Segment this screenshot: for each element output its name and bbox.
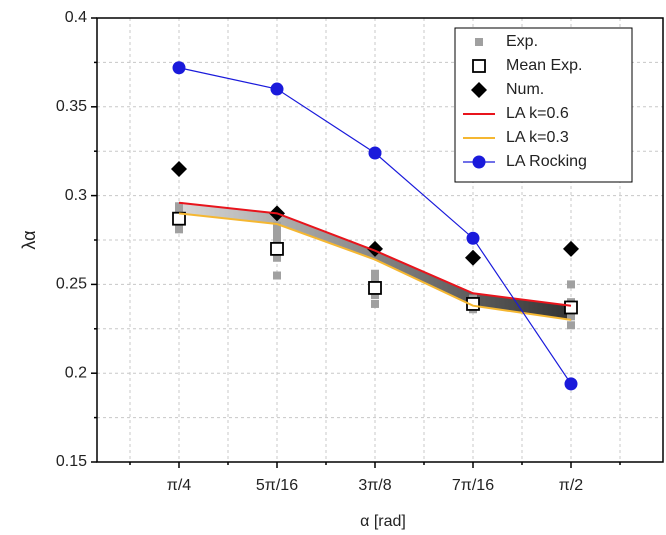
- rocking-point: [564, 377, 578, 391]
- legend-label: Mean Exp.: [506, 57, 582, 74]
- mean-point: [472, 59, 486, 73]
- num-point: [465, 249, 481, 266]
- num-point: [171, 160, 187, 177]
- x-tick-label: 3π/8: [358, 477, 391, 494]
- legend-label: LA k=0.3: [506, 129, 569, 146]
- exp-point: [175, 202, 183, 211]
- exp-point: [273, 253, 281, 262]
- legend-label: LA Rocking: [506, 153, 587, 170]
- legend: Exp. Mean Exp. Num. LA k=0.6 LA k=0.3 LA Rock…: [454, 27, 633, 183]
- rocking-point: [472, 155, 486, 169]
- num-point: [563, 240, 579, 257]
- exp-point: [273, 236, 281, 244]
- y-tick-label: 0.25: [56, 276, 87, 293]
- y-tick-label: 0.4: [65, 9, 87, 26]
- exp-point: [371, 291, 379, 300]
- y-tick-label: 0.15: [56, 453, 87, 470]
- rocking-point: [270, 82, 284, 96]
- exp-point: [371, 299, 379, 308]
- x-tick-label: π/2: [559, 477, 583, 494]
- rocking-point: [466, 231, 480, 245]
- exp-point: [371, 269, 379, 278]
- x-axis-label: α [rad]: [360, 513, 406, 530]
- num-point: [471, 82, 487, 98]
- exp-point: [273, 221, 281, 230]
- mean-point: [172, 211, 186, 226]
- legend-label: LA k=0.6: [506, 105, 569, 122]
- y-tick-label: 0.35: [56, 98, 87, 115]
- x-tick-label: 5π/16: [256, 477, 298, 494]
- exp-point: [175, 225, 183, 234]
- exp-point: [273, 228, 281, 237]
- exp-point: [273, 271, 281, 280]
- x-tick-label: 7π/16: [452, 477, 494, 494]
- exp-point: [371, 276, 379, 285]
- rocking-point: [172, 61, 186, 75]
- mean-point: [270, 241, 284, 256]
- exp-point: [567, 321, 575, 330]
- exp-point: [475, 38, 483, 46]
- rocking-point: [368, 146, 382, 160]
- series-line: [178, 201, 572, 307]
- x-tick-label: π/4: [167, 477, 191, 494]
- legend-label: Exp.: [506, 33, 538, 50]
- exp-point: [567, 312, 575, 321]
- mean-point: [564, 300, 578, 315]
- band: [179, 202, 571, 320]
- mean-point: [368, 281, 382, 295]
- legend-box: [454, 27, 633, 183]
- y-axis-label: λα: [19, 230, 39, 249]
- legend-label: Num.: [506, 81, 544, 98]
- exp-point: [175, 207, 183, 216]
- y-tick-label: 0.2: [65, 364, 87, 381]
- series-line: [178, 212, 572, 321]
- y-tick-label: 0.3: [65, 187, 87, 204]
- exp-point: [567, 280, 575, 289]
